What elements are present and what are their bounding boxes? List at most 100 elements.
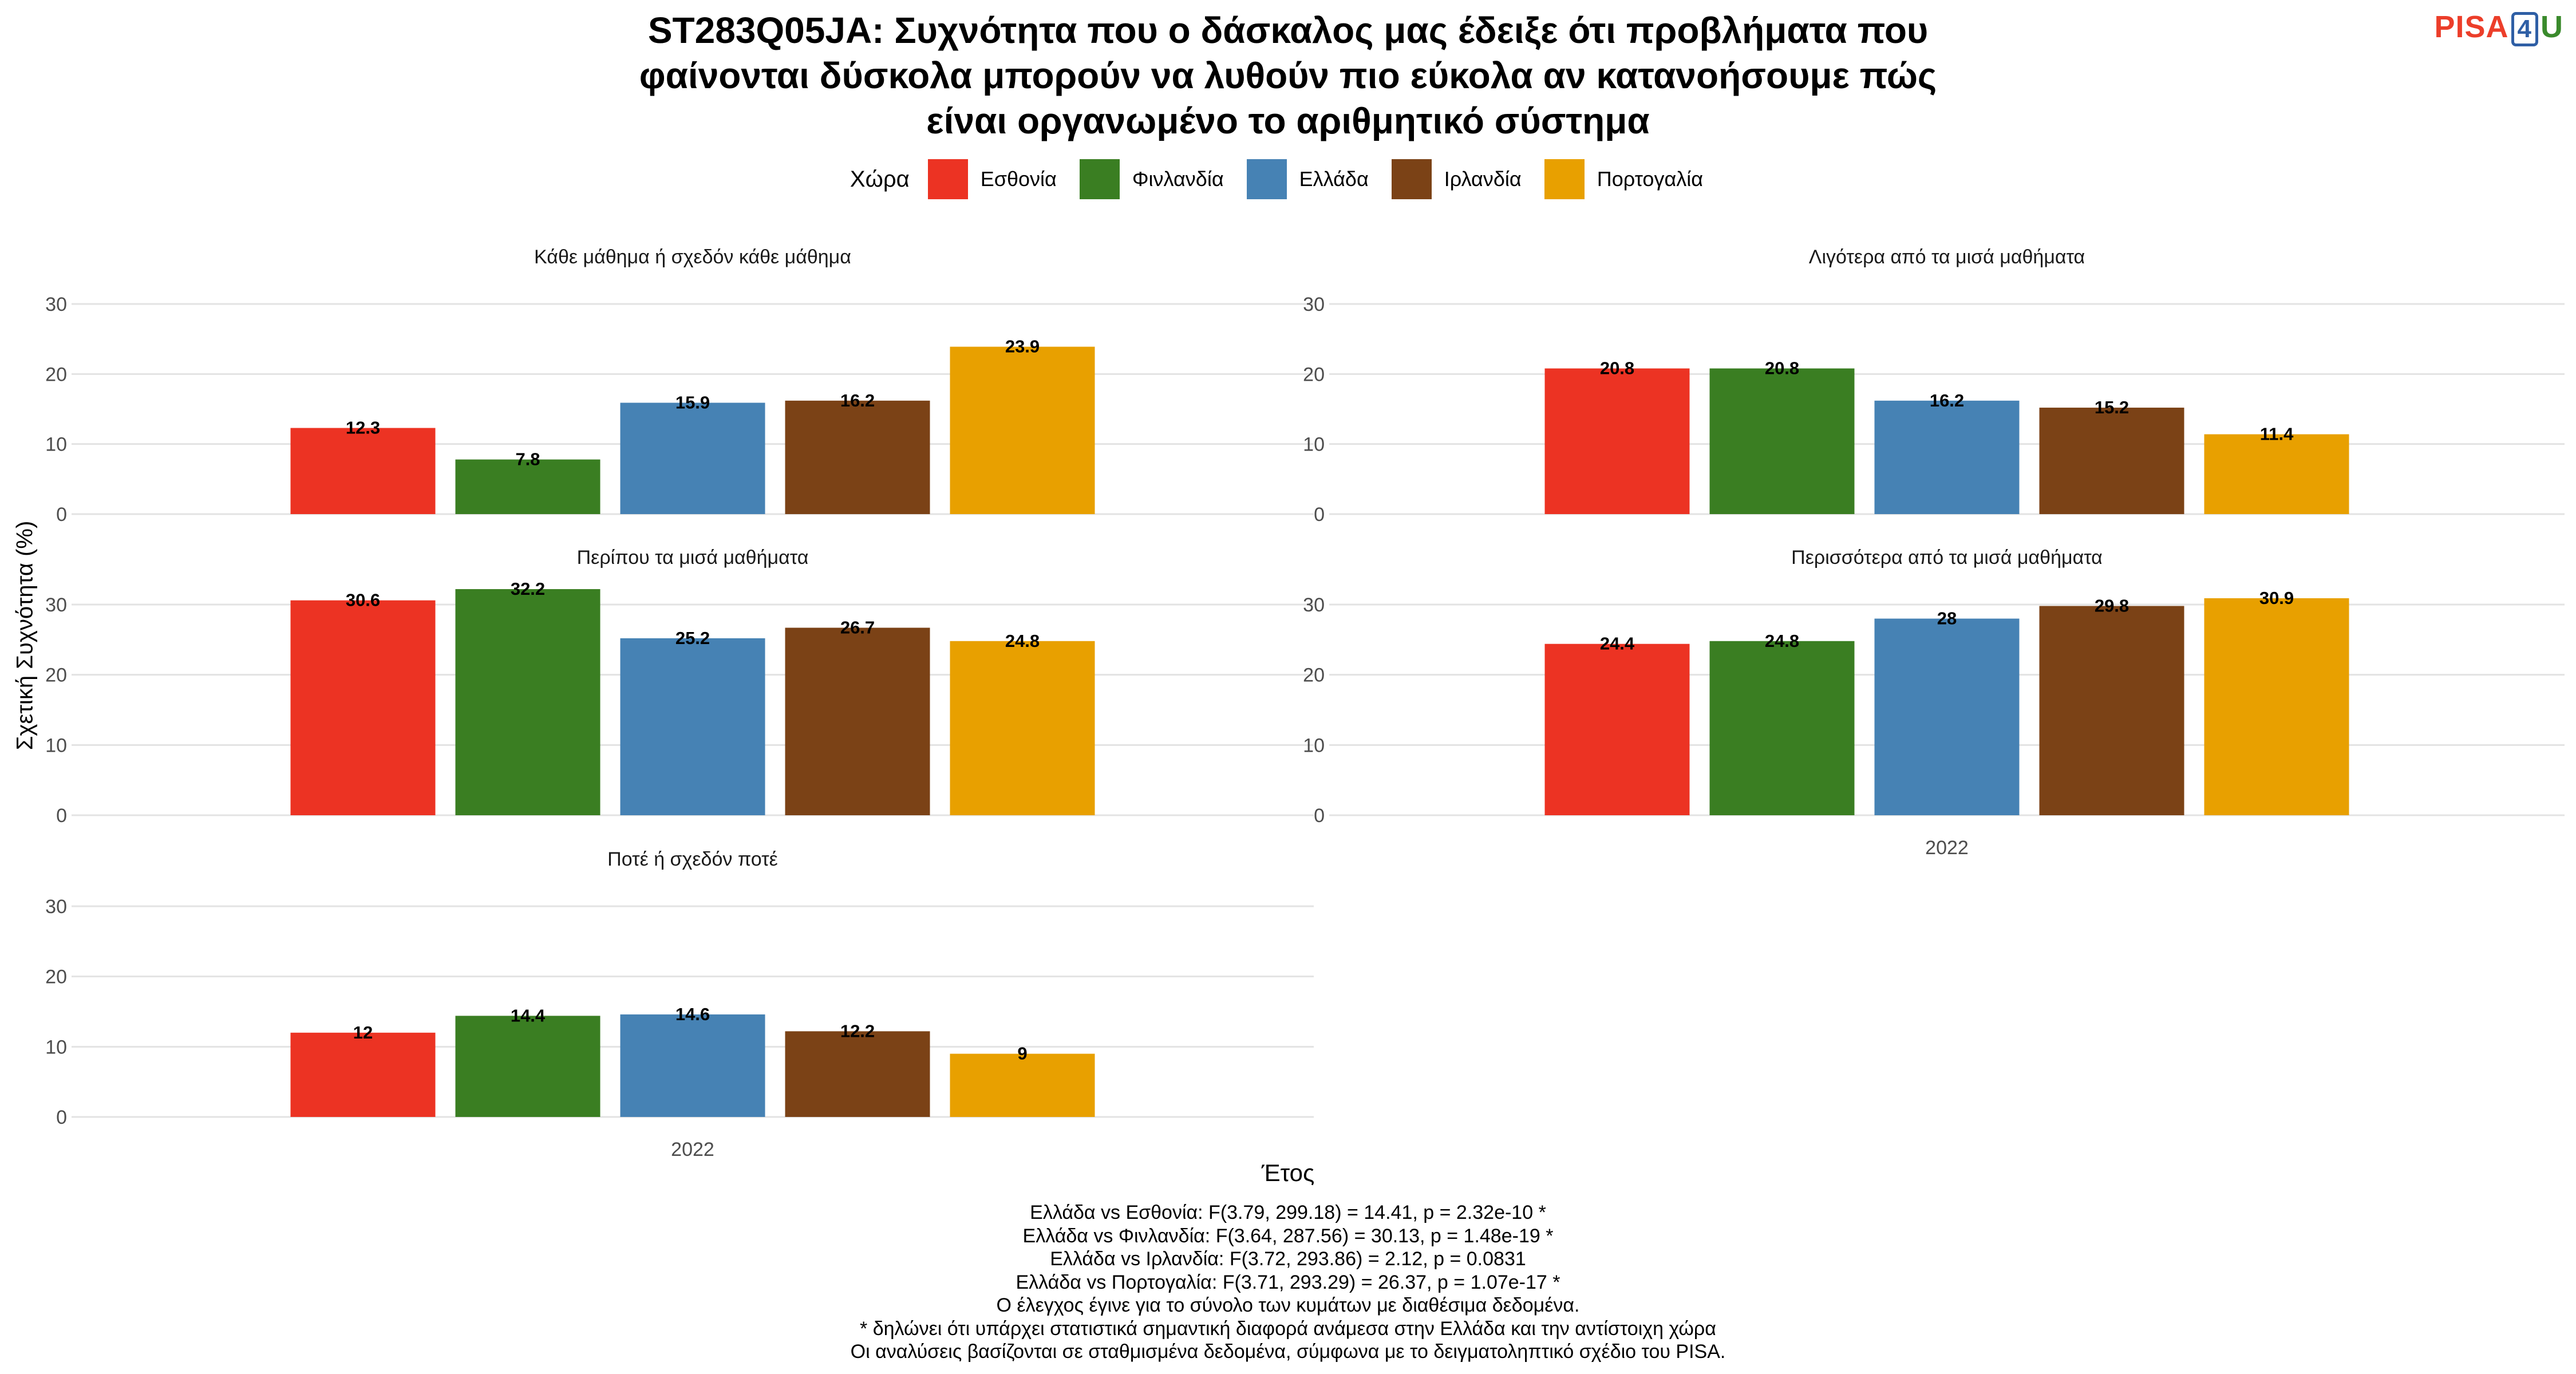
data-label: 12.2 — [840, 1021, 875, 1041]
chart-title: ST283Q05JA: Συχνότητα που ο δάσκαλος μας… — [0, 8, 2576, 144]
note-line: * δηλώνει ότι υπάρχει στατιστικά σημαντι… — [860, 1317, 1716, 1340]
bar — [290, 428, 436, 514]
note-line: Ελλάδα vs Ιρλανδία: F(3.72, 293.86) = 2.… — [1050, 1248, 1526, 1270]
bar — [785, 1031, 930, 1117]
y-tick-label: 0 — [1314, 504, 1325, 526]
legend-swatch — [927, 159, 968, 199]
facet-panel: Ποτέ ή σχεδόν ποτέ 0 10 20 30 12 14.4 14.6 12.2 9… — [45, 848, 1314, 1160]
legend: Χώρα Εσθονία Φινλανδία Ελλάδα Ιρλανδία Π… — [0, 159, 2576, 199]
pisa4u-logo: PISA 4 U — [2434, 9, 2563, 46]
bar — [1709, 641, 1855, 815]
legend-item: Εσθονία — [927, 159, 1057, 199]
y-tick-label: 30 — [1303, 594, 1325, 616]
legend-item: Πορτογαλία — [1544, 159, 1703, 199]
y-tick-label: 30 — [1303, 294, 1325, 315]
x-tick-label: 2022 — [671, 1139, 714, 1160]
facet-panel: Λιγότερα από τα μισά μαθήματα 0 10 20 30 20.8… — [1303, 246, 2565, 526]
y-tick-label: 0 — [56, 1107, 67, 1128]
data-label: 26.7 — [840, 617, 875, 637]
title-line: φαίνονται δύσκολα μπορούν να λυθούν πιο … — [639, 55, 1937, 96]
legend-label: Εσθονία — [980, 167, 1057, 191]
facet-panel: Περισσότερα από τα μισά μαθήματα 0 10 20 30 2… — [1303, 547, 2565, 859]
data-label: 24.8 — [1765, 631, 1799, 651]
y-tick-label: 20 — [1303, 665, 1325, 686]
bar — [290, 600, 436, 815]
x-tick-label: 2022 — [1925, 837, 1969, 859]
legend-swatch — [1391, 159, 1432, 199]
bar — [950, 1053, 1095, 1117]
bar — [620, 638, 765, 815]
facet-panel: Κάθε μάθημα ή σχεδόν κάθε μάθημα 0 10 20 30 1… — [45, 246, 1314, 526]
data-label: 11.4 — [2260, 424, 2294, 444]
bar — [785, 627, 930, 815]
bar — [2204, 598, 2349, 815]
facet-title: Περισσότερα από τα μισά μαθήματα — [1791, 547, 2103, 568]
legend-label: Φινλανδία — [1132, 167, 1224, 191]
bar — [1544, 643, 1690, 815]
note-line: Οι αναλύσεις βασίζονται σε σταθμισμένα δ… — [850, 1341, 1726, 1363]
data-label: 12 — [353, 1022, 373, 1043]
test-notes: Ελλάδα vs Εσθονία: F(3.79, 299.18) = 14.… — [0, 1201, 2576, 1364]
note-line: Ελλάδα vs Φινλανδία: F(3.64, 287.56) = 3… — [1022, 1225, 1554, 1247]
bar — [290, 1032, 436, 1117]
y-tick-label: 20 — [1303, 364, 1325, 385]
note-line: Ελλάδα vs Εσθονία: F(3.79, 299.18) = 14.… — [1030, 1202, 1546, 1223]
data-label: 28 — [1937, 609, 1957, 629]
facet-title: Ποτέ ή σχεδόν ποτέ — [607, 848, 778, 870]
bar — [1544, 368, 1690, 514]
legend-label: Πορτογαλία — [1597, 167, 1704, 191]
legend-swatch — [1079, 159, 1120, 199]
y-tick-label: 0 — [56, 504, 67, 526]
y-tick-label: 0 — [56, 805, 67, 827]
y-tick-label: 10 — [1303, 434, 1325, 456]
data-label: 9 — [1017, 1044, 1027, 1064]
y-tick-label: 20 — [45, 364, 67, 385]
y-tick-label: 30 — [45, 896, 67, 918]
legend-label: Ελλάδα — [1299, 167, 1369, 191]
y-tick-label: 30 — [45, 594, 67, 616]
bar — [2204, 434, 2349, 514]
bar — [1874, 400, 2020, 514]
data-label: 29.8 — [2095, 595, 2129, 615]
legend-swatch — [1544, 159, 1585, 199]
data-label: 20.8 — [1600, 358, 1634, 378]
y-tick-label: 10 — [1303, 735, 1325, 756]
data-label: 23.9 — [1005, 337, 1040, 357]
y-tick-label: 10 — [45, 434, 67, 456]
data-label: 15.9 — [675, 392, 710, 412]
facet-panel: Περίπου τα μισά μαθήματα 0 10 20 30 30.6 32.2 2… — [45, 547, 1314, 827]
data-label: 14.4 — [511, 1005, 546, 1025]
data-label: 30.6 — [346, 590, 380, 610]
legend-item: Ιρλανδία — [1391, 159, 1522, 199]
note-line: Ο έλεγχος έγινε για το σύνολο των κυμάτω… — [996, 1294, 1580, 1316]
bar — [1709, 368, 1855, 514]
title-line: είναι οργανωμένο το αριθμητικό σύστημα — [926, 100, 1650, 141]
title-line: ST283Q05JA: Συχνότητα που ο δάσκαλος μας… — [647, 10, 1929, 51]
y-tick-label: 10 — [45, 1036, 67, 1058]
facet-title: Κάθε μάθημα ή σχεδόν κάθε μάθημα — [534, 246, 851, 268]
data-label: 20.8 — [1765, 358, 1799, 378]
legend-label: Ιρλανδία — [1444, 167, 1522, 191]
y-tick-label: 10 — [45, 735, 67, 756]
bar — [455, 1016, 600, 1117]
bar — [785, 400, 930, 514]
bar — [950, 346, 1095, 514]
data-label: 16.2 — [840, 390, 875, 410]
facet-title: Λιγότερα από τα μισά μαθήματα — [1809, 246, 2085, 268]
data-label: 24.8 — [1005, 631, 1040, 651]
legend-item: Φινλανδία — [1079, 159, 1224, 199]
facet-title: Περίπου τα μισά μαθήματα — [577, 547, 809, 568]
data-label: 15.2 — [2095, 397, 2129, 417]
data-label: 7.8 — [515, 449, 540, 469]
legend-swatch — [1246, 159, 1287, 199]
bar — [455, 459, 600, 514]
bar — [620, 1014, 765, 1117]
data-label: 24.4 — [1600, 634, 1635, 654]
note-line: Ελλάδα vs Πορτογαλία: F(3.71, 293.29) = … — [1016, 1271, 1560, 1293]
data-label: 12.3 — [346, 418, 380, 438]
y-tick-label: 20 — [45, 966, 67, 988]
bar — [950, 641, 1095, 815]
bar — [455, 589, 600, 815]
data-label: 14.6 — [675, 1004, 710, 1024]
